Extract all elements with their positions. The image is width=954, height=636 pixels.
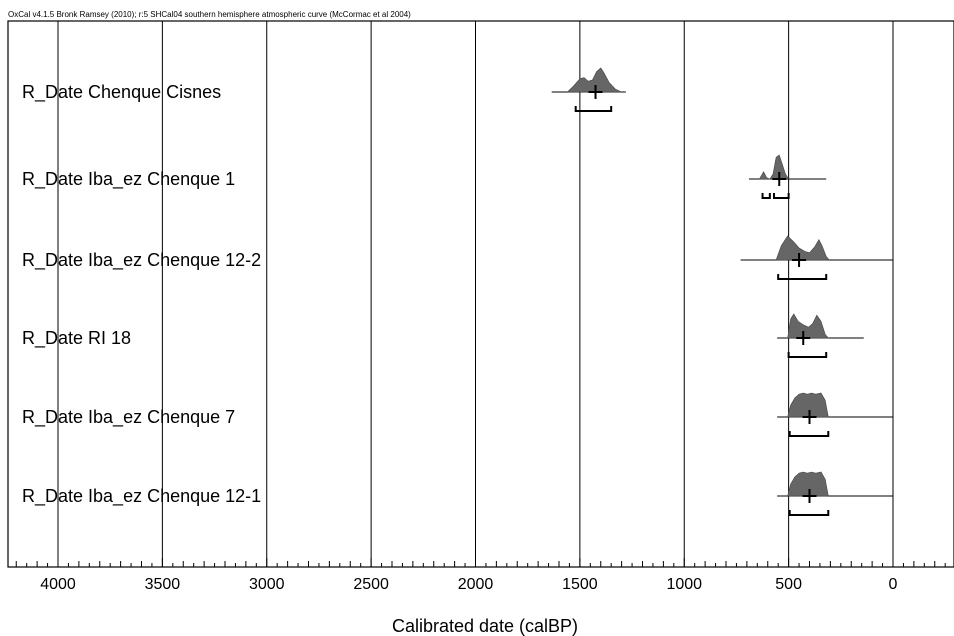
x-tick-label: 2000 bbox=[458, 576, 494, 593]
x-axis: 4000 3500 3000 2500 2000 1500 1000 500 0 bbox=[15, 558, 946, 593]
x-tick-label: 3000 bbox=[249, 576, 285, 593]
series-label: R_Date RI 18 bbox=[22, 328, 131, 349]
series-label: R_Date Chenque Cisnes bbox=[22, 82, 221, 103]
probability-density bbox=[567, 67, 622, 93]
series-row: R_Date RI 18 bbox=[22, 313, 864, 358]
x-tick-label: 2500 bbox=[353, 576, 389, 593]
hpd-bracket bbox=[777, 274, 828, 280]
plot-header: OxCal v4.1.5 Bronk Ramsey (2010); r:5 SH… bbox=[8, 10, 411, 19]
series-row: R_Date Iba_ez Chenque 12-1 bbox=[22, 471, 893, 516]
series-label: R_Date Iba_ez Chenque 12-2 bbox=[22, 250, 261, 271]
series-label: R_Date Iba_ez Chenque 12-1 bbox=[22, 486, 261, 507]
series-row: R_Date Iba_ez Chenque 1 bbox=[22, 154, 827, 199]
probability-density bbox=[787, 392, 829, 418]
hpd-bracket bbox=[788, 431, 830, 437]
probability-density bbox=[758, 154, 789, 180]
x-tick-label: 4000 bbox=[40, 576, 76, 593]
series-row: R_Date Chenque Cisnes bbox=[22, 67, 626, 112]
series-label: R_Date Iba_ez Chenque 7 bbox=[22, 407, 235, 428]
series-row: R_Date Iba_ez Chenque 7 bbox=[22, 392, 893, 437]
x-axis-label: Calibrated date (calBP) bbox=[392, 616, 578, 636]
hpd-bracket bbox=[773, 193, 790, 199]
probability-density bbox=[787, 313, 829, 339]
hpd-bracket bbox=[787, 352, 828, 358]
probability-density bbox=[787, 471, 829, 497]
series-row: R_Date Iba_ez Chenque 12-2 bbox=[22, 235, 893, 280]
hpd-bracket bbox=[761, 193, 771, 199]
x-tick-label: 3500 bbox=[145, 576, 181, 593]
x-tick-label: 1500 bbox=[562, 576, 598, 593]
x-tick-label: 1000 bbox=[666, 576, 702, 593]
series-label: R_Date Iba_ez Chenque 1 bbox=[22, 169, 235, 190]
hpd-bracket bbox=[574, 106, 613, 112]
hpd-bracket bbox=[788, 510, 830, 516]
series-group: R_Date Chenque Cisnes R_Date Iba_ez Chenq… bbox=[22, 67, 893, 516]
x-tick-label: 0 bbox=[889, 576, 898, 593]
x-tick-label: 500 bbox=[775, 576, 802, 593]
probability-density bbox=[775, 235, 830, 261]
plot-frame bbox=[7, 20, 954, 568]
